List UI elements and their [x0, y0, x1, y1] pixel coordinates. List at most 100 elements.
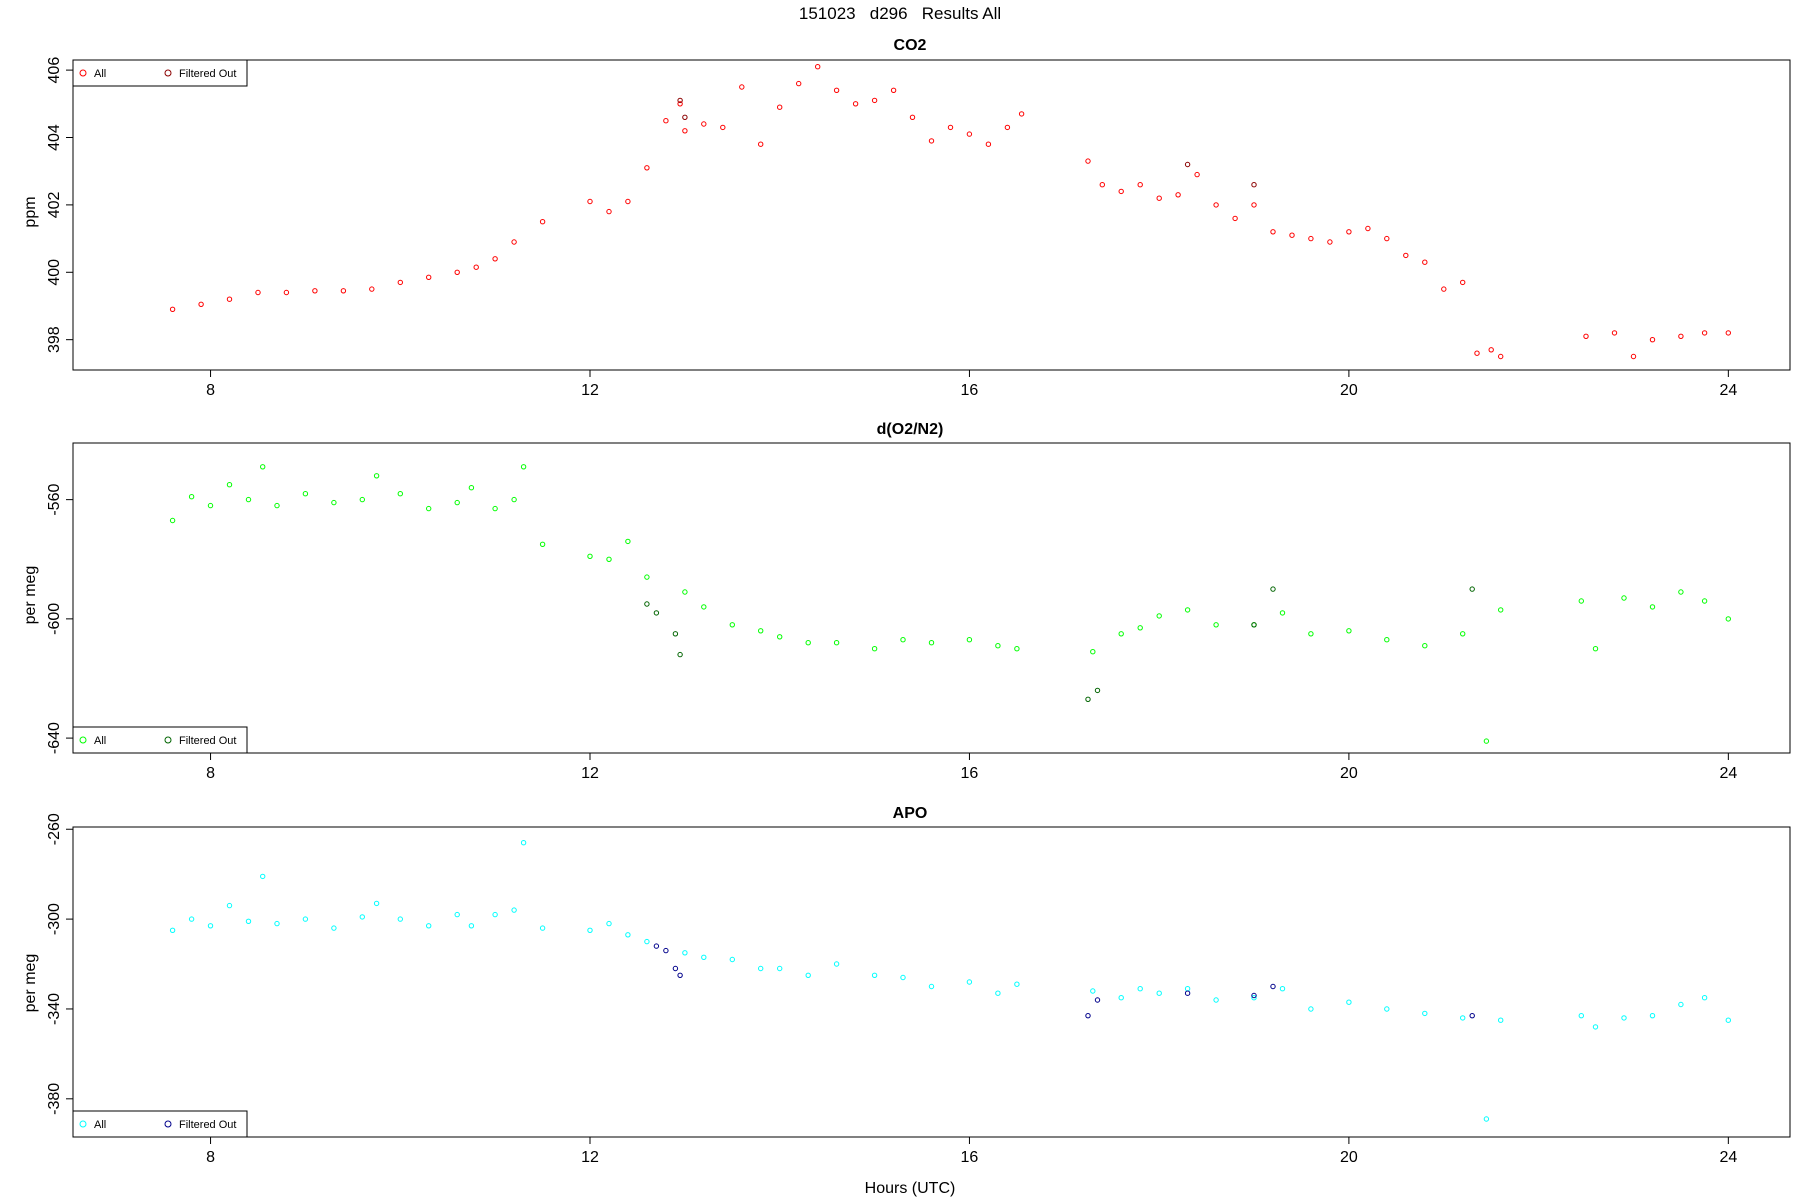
- apo-x-tick-label-16: 16: [961, 1149, 979, 1166]
- co2-all-point: [606, 208, 612, 215]
- co2-all-point: [1004, 124, 1011, 131]
- apo-all-point: [1213, 997, 1219, 1003]
- co2-plot-frame: [72, 59, 1791, 371]
- apo-all-point: [833, 961, 840, 967]
- o2n2-legend: All Filtered Out: [72, 726, 248, 754]
- apo-all-point: [966, 979, 973, 985]
- co2-all-point: [1403, 252, 1409, 259]
- apo-all-point: [1621, 1015, 1627, 1021]
- apo-plot-frame: [72, 826, 1791, 1138]
- apo-all-point: [1090, 988, 1096, 994]
- co2-all-point: [473, 264, 479, 270]
- apo-y-tick-label--380: -380: [46, 1083, 63, 1115]
- co2-legend-label-all: All: [94, 68, 106, 80]
- apo-filtered-point: [663, 947, 669, 954]
- o2n2-filtered-point: [1251, 622, 1257, 628]
- co2-legend-box: [72, 59, 248, 87]
- o2n2-all-point: [1346, 628, 1352, 634]
- apo-all-point: [1678, 1001, 1684, 1008]
- o2n2-all-point: [1156, 613, 1162, 619]
- o2n2-legend-label-filtered: Filtered Out: [179, 735, 236, 747]
- co2-all-point: [1289, 232, 1295, 238]
- co2-filtered-point: [677, 97, 683, 104]
- apo-all-point: [1279, 986, 1286, 992]
- apo-all-point: [1156, 990, 1162, 996]
- co2-all-point: [1118, 188, 1124, 195]
- o2n2-all-point: [805, 640, 811, 646]
- apo-all-point: [426, 923, 432, 929]
- apo-all-point: [1498, 1017, 1504, 1023]
- o2n2-all-point: [1308, 631, 1314, 637]
- o2n2-all-point: [302, 491, 309, 497]
- o2n2-all-point: [682, 589, 688, 595]
- co2-x-tick-label-24: 24: [1719, 382, 1737, 399]
- co2-all-point: [1251, 202, 1257, 208]
- o2n2-all-point: [1118, 631, 1124, 637]
- co2-all-point: [1213, 202, 1219, 208]
- co2-all-point: [1701, 330, 1708, 336]
- o2n2-all-point: [900, 637, 906, 643]
- x-axis-title: Hours (UTC): [865, 1180, 956, 1197]
- co2-all-point: [852, 101, 859, 107]
- apo-filtered-point: [1184, 990, 1191, 996]
- o2n2-all-point: [995, 643, 1001, 649]
- apo-all-point: [1725, 1017, 1732, 1023]
- o2n2-all-point: [1725, 616, 1732, 622]
- apo-panel: APO per meg 8 12 16 20 24 -260 -300 -340 -380 Al…: [22, 805, 1791, 1166]
- apo-x-tick-label-20: 20: [1340, 1149, 1358, 1166]
- apo-all-point: [468, 923, 475, 929]
- co2-all-point: [1346, 229, 1352, 235]
- apo-all-point: [1184, 986, 1191, 992]
- apo-all-point: [625, 932, 631, 938]
- o2n2-x-tick-label-8: 8: [206, 765, 215, 782]
- apo-x-tick-label-8: 8: [206, 1149, 215, 1166]
- o2n2-all-point: [520, 464, 527, 470]
- o2n2-all-point: [188, 494, 195, 500]
- apo-all-point: [454, 911, 460, 918]
- o2n2-all-point: [260, 464, 266, 470]
- o2n2-filtered-point: [653, 610, 660, 616]
- apo-all-point: [511, 907, 517, 913]
- o2n2-all-point: [606, 556, 612, 562]
- o2n2-all-point: [587, 553, 593, 559]
- co2-all-point: [587, 198, 593, 205]
- co2-all-point: [369, 286, 375, 292]
- apo-filtered-point: [1251, 992, 1257, 999]
- co2-all-point: [1232, 215, 1238, 222]
- apo-filtered-point: [1469, 1013, 1475, 1019]
- apo-all-point: [492, 911, 498, 918]
- o2n2-x-tick-label-12: 12: [581, 765, 599, 782]
- apo-legend-box: [72, 1110, 248, 1138]
- o2n2-all-point: [1090, 649, 1096, 655]
- apo-all-point: [871, 972, 878, 978]
- o2n2-all-point: [226, 482, 233, 488]
- apo-all-point: [520, 840, 527, 846]
- co2-all-point: [1422, 259, 1428, 265]
- apo-filtered-point: [1270, 983, 1276, 990]
- apo-all-point: [1422, 1010, 1428, 1017]
- o2n2-all-point: [426, 505, 432, 512]
- o2n2-all-point: [1460, 631, 1466, 637]
- apo-all-point: [1346, 999, 1352, 1005]
- co2-all-point: [255, 289, 261, 296]
- co2-panel-title: CO2: [894, 37, 927, 54]
- o2n2-all-point: [539, 541, 546, 547]
- figure-title: 151023 d296 Results All: [799, 4, 1001, 23]
- apo-all-point: [805, 972, 811, 978]
- apo-all-point: [928, 983, 935, 990]
- o2n2-all-point: [468, 485, 475, 491]
- co2-filtered-point: [1251, 182, 1257, 188]
- co2-all-point: [871, 97, 878, 104]
- o2n2-all-point: [1279, 610, 1286, 616]
- apo-all-point: [1014, 981, 1020, 987]
- apo-all-point: [331, 925, 337, 931]
- apo-legend-marker-all: [79, 1120, 87, 1128]
- o2n2-all-point: [274, 502, 280, 509]
- apo-filtered-point: [1085, 1013, 1091, 1019]
- o2n2-all-point: [1678, 589, 1684, 595]
- co2-panel: CO2 ppm 8 12 16 20 24 398 400 402 404 406 All Fil…: [22, 37, 1791, 399]
- co2-all-point: [701, 121, 707, 127]
- co2-y-tick-label-406: 406: [46, 57, 63, 84]
- co2-all-point: [340, 288, 347, 294]
- co2-all-point: [1156, 195, 1162, 201]
